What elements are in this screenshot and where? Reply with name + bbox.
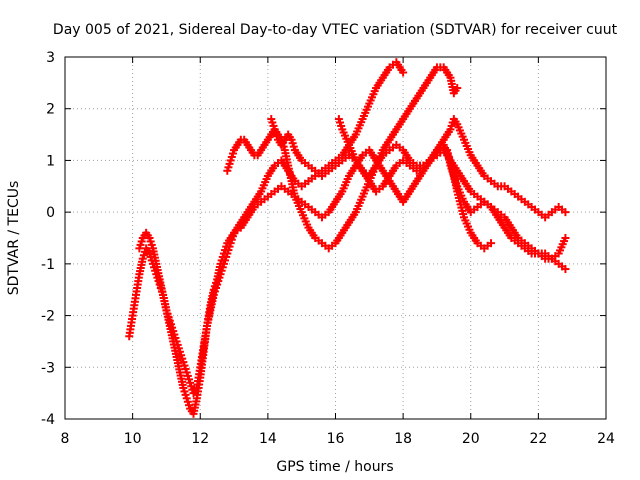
y-tick-label: 1 — [46, 153, 55, 169]
x-tick-label: 12 — [191, 431, 209, 447]
y-tick-label: 0 — [46, 205, 55, 221]
series-arc6 — [443, 146, 570, 263]
y-tick-label: -4 — [41, 412, 55, 428]
series-arc5 — [334, 115, 570, 222]
y-tick-label: 3 — [46, 50, 55, 66]
x-tick-label: 16 — [327, 431, 345, 447]
x-tick-label: 20 — [462, 431, 480, 447]
axis-ticks — [64, 56, 607, 420]
chart-title: Day 005 of 2021, Sidereal Day-to-day VTE… — [53, 22, 618, 38]
x-tick-label: 18 — [394, 431, 412, 447]
x-tick-labels: 8 10 12 14 16 18 20 22 24 — [61, 431, 615, 447]
x-tick-label: 22 — [529, 431, 547, 447]
x-tick-label: 24 — [597, 431, 615, 447]
series-arc4 — [267, 115, 570, 274]
x-tick-label: 10 — [124, 431, 142, 447]
y-tick-label: -1 — [41, 257, 55, 273]
y-axis-label: SDTVAR / TECUs — [6, 181, 22, 296]
y-tick-label: 2 — [46, 102, 55, 118]
y-tick-label: -3 — [41, 360, 55, 376]
x-axis-label: GPS time / hours — [276, 459, 393, 475]
y-tick-labels: -4 -3 -2 -1 0 1 2 3 — [41, 50, 55, 428]
x-tick-label: 14 — [259, 431, 277, 447]
series-arc2 — [135, 58, 408, 398]
x-tick-label: 8 — [61, 431, 70, 447]
data-layer — [125, 58, 570, 418]
y-tick-label: -2 — [41, 309, 55, 325]
